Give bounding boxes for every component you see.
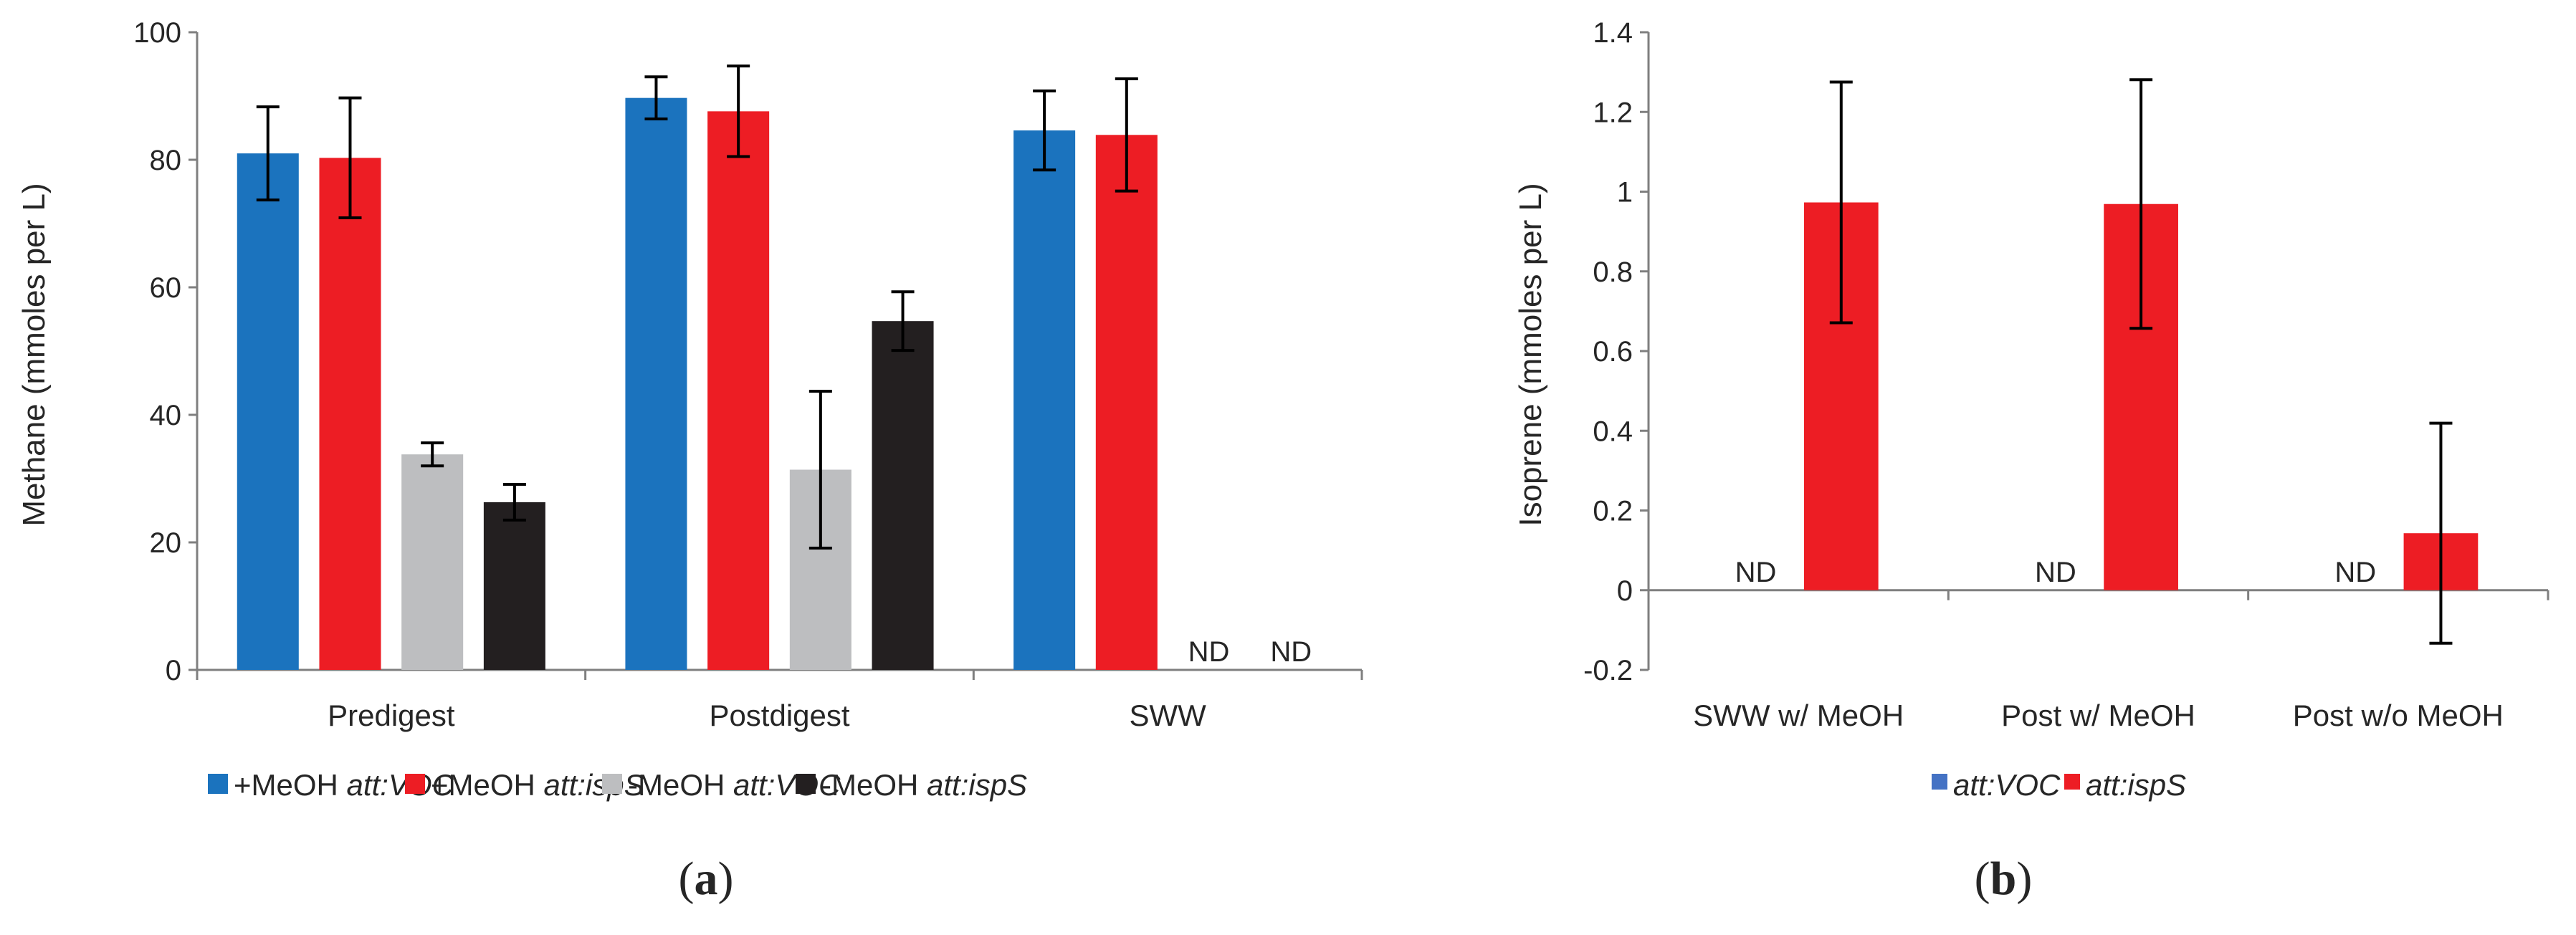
panel-a-legend-swatch bbox=[208, 774, 228, 794]
panel-a-bar bbox=[872, 321, 934, 670]
panel-b-category-label: Post w/ MeOH bbox=[2001, 699, 2195, 732]
panel-b-legend-swatch bbox=[1932, 774, 1947, 790]
panel-a-bar bbox=[1095, 135, 1158, 671]
panel-b-nd-label: ND bbox=[2035, 557, 2076, 588]
panel-a-legend-swatch bbox=[796, 774, 816, 794]
panel-a-nd-label: ND bbox=[1270, 636, 1312, 668]
panel-a-y-tick-label: 40 bbox=[150, 400, 182, 431]
panel-a-y-axis-title: Methane (mmoles per L) bbox=[16, 183, 52, 526]
panel-b-label-open: ( bbox=[1975, 853, 1990, 905]
panel-a-y-tick-label: 80 bbox=[150, 145, 182, 176]
panel-b-y-axis-title: Isoprene (mmoles per L) bbox=[1513, 183, 1548, 526]
panel-a-legend-prefix: +MeOH bbox=[431, 768, 544, 802]
panel-a-bars: ND ND bbox=[237, 64, 1312, 671]
panel-b-y-tick-label: 0.4 bbox=[1593, 416, 1633, 447]
panel-a-category-label: SWW bbox=[1130, 699, 1207, 732]
panel-a-bar bbox=[483, 502, 545, 670]
panel-a-legend-prefix: +MeOH bbox=[234, 768, 347, 802]
panel-a-bar bbox=[1013, 130, 1076, 670]
panel-b-legend-swatch bbox=[2064, 774, 2080, 790]
panel-a-y-tick-label: 0 bbox=[166, 655, 181, 686]
panel-a-bar bbox=[707, 111, 770, 671]
panel-b-legend-italic: att:VOC bbox=[1953, 768, 2061, 802]
panel-b-y-tick-label: 0.6 bbox=[1593, 336, 1633, 368]
panel-a-legend-label: +MeOH att:VOC bbox=[234, 768, 454, 802]
panel-a-bar bbox=[401, 454, 464, 670]
panel-a-bar bbox=[319, 158, 381, 670]
panel-b-isoprene-chart: -0.2 0 0.2 0.4 0.6 0.8 1 1.2 1.4 SWW w/ MeOH Post … bbox=[1513, 17, 2549, 905]
panel-b-category-label: Post w/o MeOH bbox=[2293, 699, 2504, 732]
panel-b-legend-italic: att:ispS bbox=[2086, 768, 2186, 802]
panel-a-legend-italic: att:VOC bbox=[733, 768, 841, 802]
panel-a-label-letter: a bbox=[695, 853, 718, 905]
panel-a-legend-label: -MeOH att:VOC bbox=[628, 768, 841, 802]
panel-a-y-tick-label: 60 bbox=[150, 272, 182, 304]
panel-a-legend: +MeOH att:VOC+MeOH att:ispS-MeOH att:VOC… bbox=[208, 768, 1027, 802]
panel-a-legend-swatch bbox=[602, 774, 622, 794]
panel-b-y-tick-label: 1.2 bbox=[1593, 97, 1633, 128]
panel-b-nd-label: ND bbox=[1735, 557, 1777, 588]
panel-a-legend-label: -MeOH att:ispS bbox=[821, 768, 1027, 802]
panel-a-nd-label: ND bbox=[1188, 636, 1230, 668]
panel-a-legend-italic: att:ispS bbox=[544, 768, 644, 802]
panel-b-label-close: ) bbox=[2016, 853, 2032, 905]
panel-a-legend-italic: att:ispS bbox=[927, 768, 1027, 802]
panel-a-legend-prefix: -MeOH bbox=[821, 768, 927, 802]
panel-a-axes: 0 20 40 60 80 100 Predigest Postdigest SWW bbox=[133, 17, 1363, 732]
panel-b-y-tick-label: -0.2 bbox=[1583, 655, 1633, 686]
panel-a-legend-italic: att:VOC bbox=[347, 768, 454, 802]
panel-a-legend-prefix: -MeOH bbox=[628, 768, 733, 802]
panel-a-category-label: Predigest bbox=[328, 699, 455, 732]
panel-b-nd-label: ND bbox=[2334, 557, 2376, 588]
panel-a-legend-label: +MeOH att:ispS bbox=[431, 768, 644, 802]
panel-a-legend-swatch bbox=[405, 774, 425, 794]
panel-b-axes: -0.2 0 0.2 0.4 0.6 0.8 1 1.2 1.4 SWW w/ MeOH Post … bbox=[1583, 17, 2549, 732]
panel-b-legend-label: att:ispS bbox=[2086, 768, 2186, 802]
panel-b-bars: ND ND ND bbox=[1735, 78, 2479, 645]
panel-a-y-tick-label: 100 bbox=[133, 17, 181, 49]
panel-a-label-open: ( bbox=[679, 853, 695, 905]
panel-a-methane-chart: 0 20 40 60 80 100 Predigest Postdigest SWW ND ND … bbox=[16, 17, 1363, 905]
panel-b-category-label: SWW w/ MeOH bbox=[1693, 699, 1904, 732]
panel-b-legend: att:VOC att:ispS bbox=[1932, 768, 2186, 802]
panel-a-label-close: ) bbox=[718, 853, 734, 905]
panel-b-legend-label: att:VOC bbox=[1953, 768, 2061, 802]
panel-b-y-tick-label: 0.8 bbox=[1593, 256, 1633, 288]
panel-b-y-tick-label: 0 bbox=[1617, 575, 1633, 607]
panel-a-bar bbox=[625, 97, 687, 671]
panel-b-label-letter: b bbox=[1990, 853, 2017, 905]
panel-a-bar bbox=[237, 153, 299, 671]
panel-a-y-tick-label: 20 bbox=[150, 527, 182, 559]
panel-a-label: (a) bbox=[679, 853, 734, 905]
panel-b-label: (b) bbox=[1975, 853, 2033, 905]
panel-b-y-tick-label: 0.2 bbox=[1593, 496, 1633, 527]
panel-b-y-tick-label: 1.4 bbox=[1593, 17, 1633, 49]
panel-a-category-label: Postdigest bbox=[709, 699, 849, 732]
panel-b-y-tick-label: 1 bbox=[1617, 177, 1633, 208]
